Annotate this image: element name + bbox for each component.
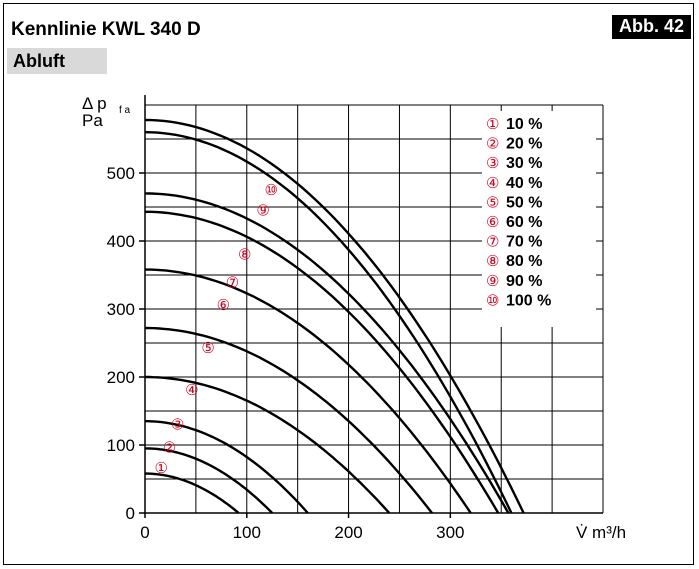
curve-label-marker: ⑤ bbox=[201, 340, 214, 357]
y-axis-subscript: f a bbox=[119, 105, 131, 116]
curve-90pct bbox=[144, 131, 513, 514]
curve-label-marker: ⑧ bbox=[238, 247, 251, 264]
legend-label: 40 % bbox=[506, 175, 542, 192]
x-tick-label: 200 bbox=[334, 523, 362, 542]
figure-badge: Abb. 42 bbox=[611, 15, 691, 39]
curve-label-marker: ② bbox=[163, 440, 176, 457]
curve-80pct bbox=[144, 192, 510, 514]
legend-marker: ⑩ bbox=[486, 292, 499, 309]
curve-60pct bbox=[145, 268, 472, 514]
y-tick-label: 500 bbox=[107, 164, 135, 183]
x-tick-label: 300 bbox=[436, 523, 464, 542]
y-axis-unit: Pa bbox=[82, 111, 103, 130]
x-tick-label: 0 bbox=[140, 523, 149, 542]
curve-labels: ① ② ③ ④ ⑤ ⑥ ⑦ ⑧ ⑨ ⑩ bbox=[155, 182, 278, 477]
y-tick-label: 300 bbox=[107, 300, 135, 319]
legend-marker: ⑤ bbox=[486, 194, 499, 211]
legend-marker: ② bbox=[486, 136, 499, 153]
curve-30pct bbox=[145, 420, 309, 514]
legend-marker: ① bbox=[486, 116, 499, 133]
legend-label: 100 % bbox=[506, 292, 551, 309]
y-tick-label: 100 bbox=[107, 436, 135, 455]
legend-marker: ⑨ bbox=[486, 273, 499, 290]
y-tick-label: 200 bbox=[107, 368, 135, 387]
curve-10pct bbox=[145, 472, 240, 514]
legend-marker: ⑦ bbox=[486, 234, 499, 251]
legend-marker: ④ bbox=[486, 175, 499, 192]
curve-70pct bbox=[145, 210, 500, 514]
legend-label: 70 % bbox=[506, 234, 542, 251]
chart-subtitle: Abluft bbox=[7, 48, 107, 74]
legend-marker: ⑧ bbox=[486, 253, 499, 270]
curve-40pct bbox=[145, 375, 391, 514]
curve-50pct bbox=[144, 326, 433, 514]
curve-label-marker: ③ bbox=[171, 417, 184, 434]
legend-marker: ⑥ bbox=[486, 214, 499, 231]
y-axis-symbol: Δ p bbox=[82, 94, 107, 113]
y-tick-label: 0 bbox=[126, 504, 135, 523]
curve-label-marker: ⑩ bbox=[264, 182, 277, 199]
curve-20pct bbox=[145, 447, 274, 514]
legend-marker: ③ bbox=[486, 155, 499, 172]
legend-label: 80 % bbox=[506, 253, 542, 270]
legend-label: 50 % bbox=[506, 194, 542, 211]
y-tick-label: 400 bbox=[107, 232, 135, 251]
legend-label: 90 % bbox=[506, 273, 542, 290]
legend-label: 20 % bbox=[506, 136, 542, 153]
chart-axes bbox=[139, 95, 603, 518]
curve-label-marker: ① bbox=[155, 460, 168, 477]
x-tick-label: 100 bbox=[233, 523, 261, 542]
curve-100pct bbox=[144, 118, 525, 514]
axis-labels: 0 100 200 300 400 500 0 100 200 300 V̇ m³/h Δ p f a P… bbox=[82, 94, 626, 542]
legend-box bbox=[482, 111, 596, 327]
legend: ① 10 % ② 20 % ③ 30 % ④ 40 % ⑤ 50 % ⑥ 60 % ⑦ 70 % ⑧ 80 %… bbox=[482, 111, 596, 327]
legend-label: 30 % bbox=[506, 155, 542, 172]
x-axis-label: V̇ m³/h bbox=[576, 523, 626, 542]
chart-title: Kennlinie KWL 340 D bbox=[11, 19, 201, 40]
curve-label-marker: ⑦ bbox=[226, 274, 239, 291]
curve-label-marker: ④ bbox=[185, 382, 198, 399]
chart-curves bbox=[144, 118, 525, 514]
legend-label: 10 % bbox=[506, 116, 542, 133]
legend-label: 60 % bbox=[506, 214, 542, 231]
curve-label-marker: ⑨ bbox=[256, 202, 269, 219]
curve-label-marker: ⑥ bbox=[217, 297, 230, 314]
